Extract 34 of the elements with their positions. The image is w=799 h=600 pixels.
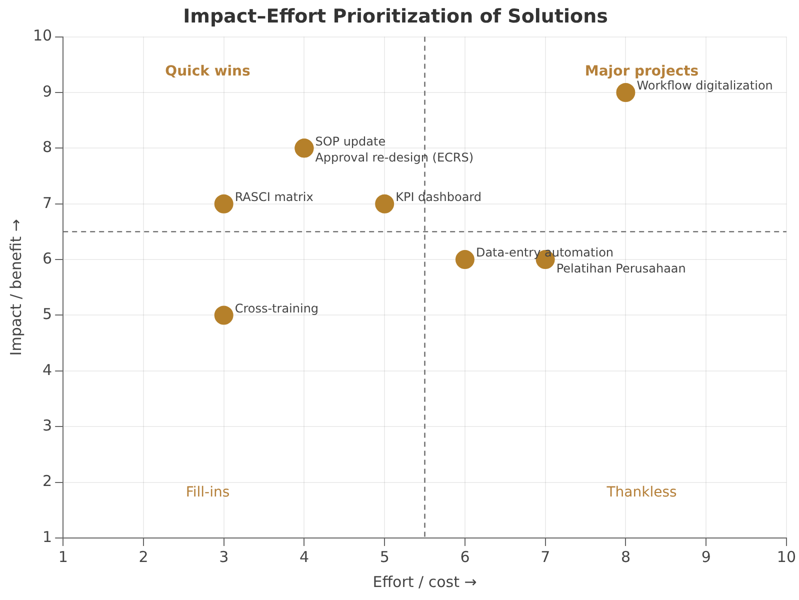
y-tick-label: 6 [42, 249, 52, 268]
x-axis-title: Effort / cost → [372, 572, 477, 591]
y-tick-label: 8 [42, 138, 52, 156]
x-tick-label: 7 [540, 548, 550, 566]
chart-title: Impact–Effort Prioritization of Solutions [183, 5, 608, 28]
y-tick-label: 9 [42, 82, 52, 100]
annotation: Cross-training [234, 301, 319, 316]
x-tick-label: 4 [299, 548, 309, 566]
y-tick-label: 3 [42, 416, 52, 435]
annotation: Fill-ins [186, 484, 230, 501]
y-tick-label: 10 [32, 26, 52, 45]
y-tick-label: 7 [42, 194, 52, 212]
annotation: Quick wins [165, 64, 250, 80]
y-tick-label: 1 [42, 528, 52, 546]
y-tick-label: 5 [42, 305, 52, 324]
x-tick-label: 1 [58, 548, 68, 566]
x-tick-label: 3 [219, 548, 229, 566]
annotation: SOP update [315, 134, 386, 148]
x-tick-label: 9 [701, 548, 711, 566]
annotation: Pelatihan Perusahaan [556, 262, 686, 276]
y-tick-label: 2 [42, 472, 52, 490]
x-tick-label: 10 [776, 548, 796, 566]
annotation: Major projects [584, 64, 699, 80]
x-tick-label: 5 [380, 548, 390, 566]
annotation: RASCI matrix [234, 190, 314, 204]
x-tick-label: 8 [620, 548, 630, 566]
x-tick-label: 2 [138, 548, 148, 566]
annotation: Thankless [606, 484, 677, 501]
x-tick-label: 6 [460, 548, 470, 566]
y-tick-label: 4 [42, 360, 52, 379]
annotation: Workflow digitalization [636, 78, 773, 93]
y-axis-title: Impact / benefit → [6, 219, 25, 356]
annotation: KPI dashboard [396, 190, 482, 204]
annotation: Approval re-design (ECRS) [315, 150, 474, 164]
